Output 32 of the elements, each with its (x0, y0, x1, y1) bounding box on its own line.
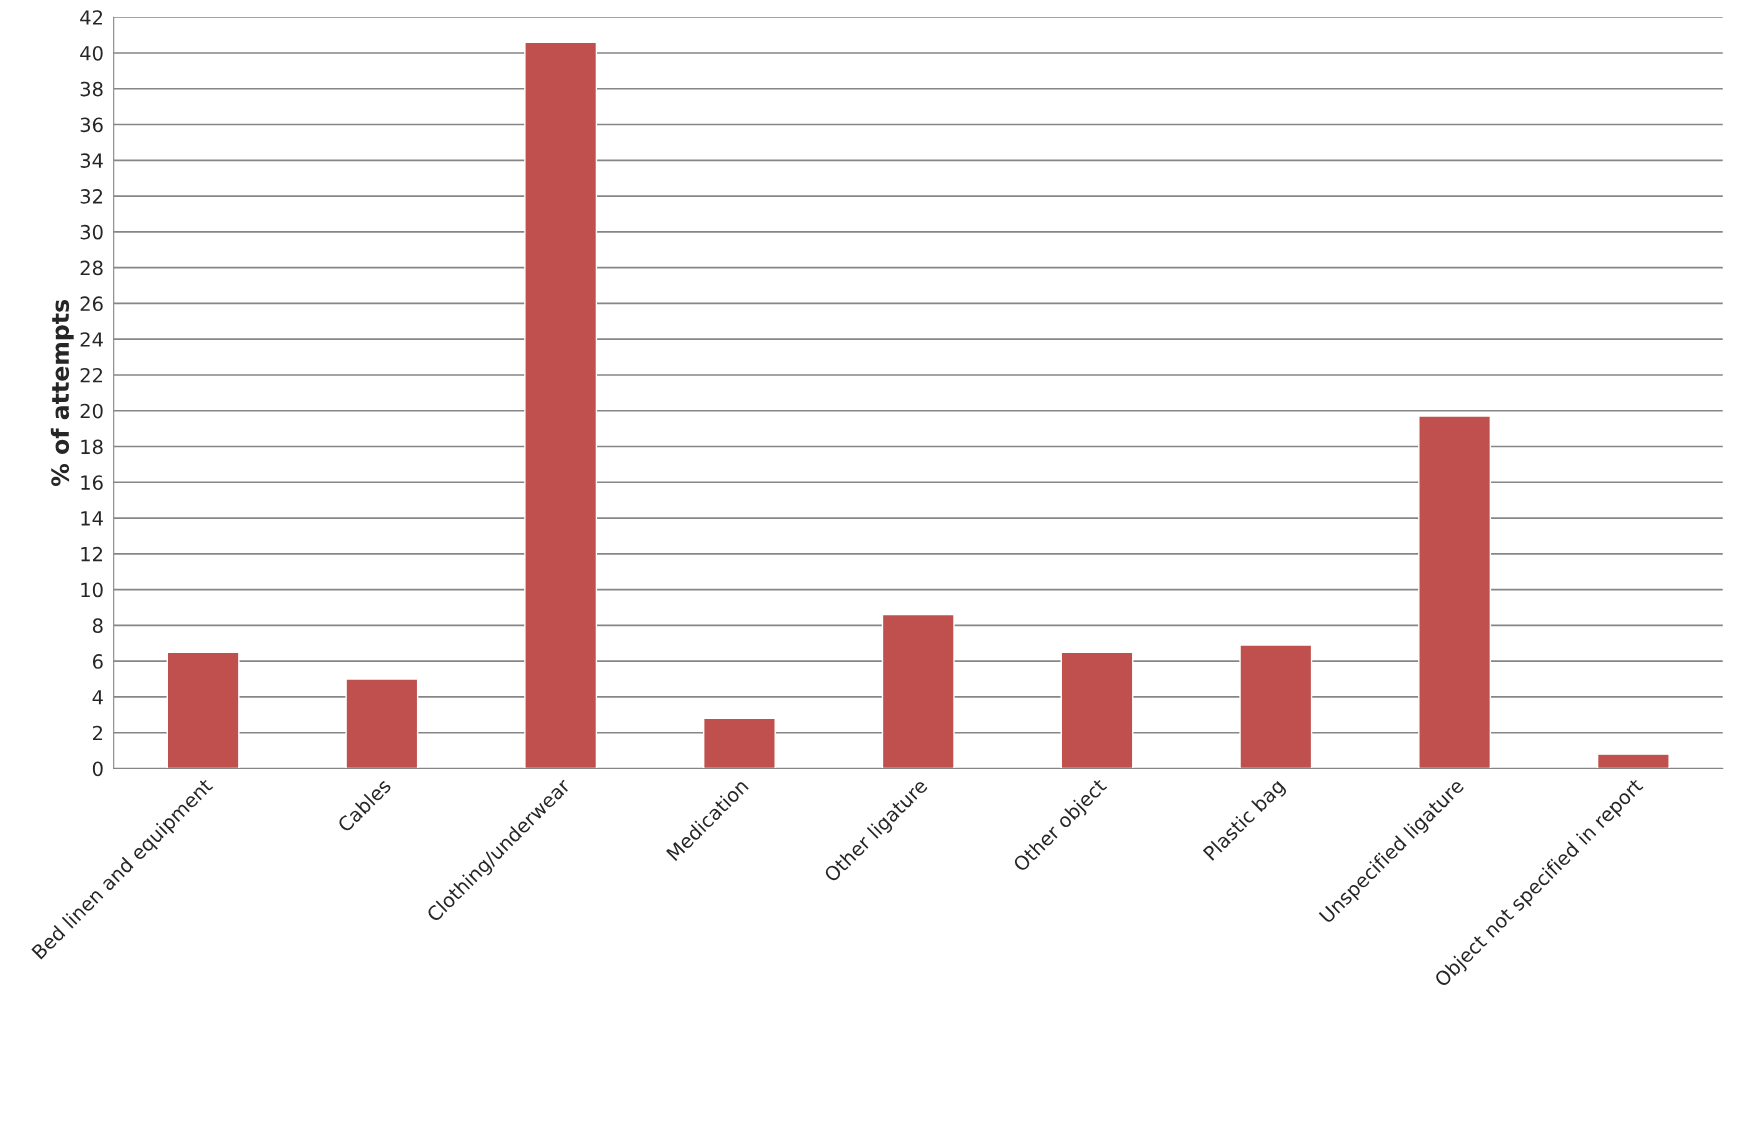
y-tick-label: 4 (92, 690, 103, 705)
bar (524, 41, 598, 769)
bar (166, 651, 240, 769)
y-tick-label: 24 (80, 332, 103, 347)
y-tick-label: 20 (80, 403, 103, 419)
bar (1418, 415, 1492, 769)
y-tick-label: 8 (92, 618, 103, 634)
bar (881, 613, 955, 769)
y-tick-label: 38 (80, 81, 103, 97)
y-tick-label: 26 (80, 296, 103, 312)
y-tick-label: 6 (92, 654, 103, 669)
y-tick-label: 32 (80, 189, 103, 204)
bar (1239, 644, 1313, 769)
y-tick-label: 30 (80, 224, 103, 240)
bar (345, 678, 419, 769)
y-tick-label: 0 (92, 761, 103, 777)
bar (1596, 753, 1670, 769)
y-tick-label: 14 (81, 511, 103, 526)
y-tick-label: 12 (81, 546, 103, 562)
y-axis-title: % of attempts (50, 299, 74, 487)
y-tick-label: 34 (80, 153, 103, 168)
y-tick-label: 2 (93, 725, 103, 741)
bar (702, 717, 776, 769)
y-tick-label: 28 (80, 260, 103, 276)
y-tick-label: 10 (81, 582, 103, 598)
y-tick-label: 36 (80, 117, 103, 133)
y-tick-label: 22 (80, 367, 103, 383)
y-tick-label: 18 (81, 439, 103, 455)
bar (1060, 651, 1134, 769)
y-tick-label: 40 (80, 45, 103, 61)
y-tick-label: 42 (80, 10, 103, 25)
y-tick-label: 16 (81, 475, 103, 490)
